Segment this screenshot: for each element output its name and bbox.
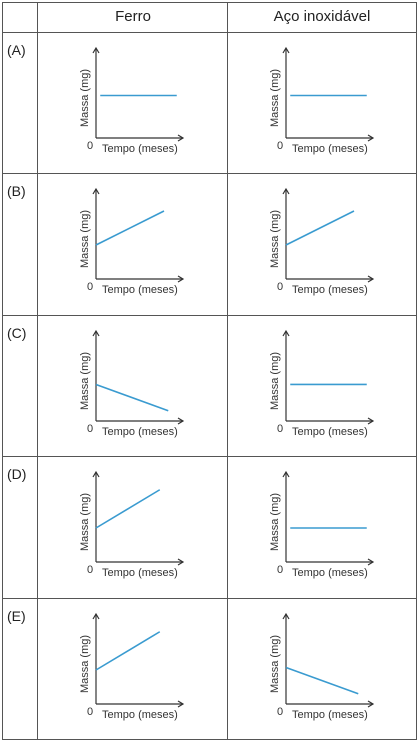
origin-label: 0 xyxy=(277,423,283,435)
plot-d-aco: Massa (mg) Tempo (meses) 0 xyxy=(269,470,375,579)
y-axis-label: Massa (mg) xyxy=(269,69,281,127)
y-axis-arrow-icon xyxy=(282,46,290,54)
row-label-c: (C) xyxy=(7,325,27,341)
series-line xyxy=(285,210,355,246)
y-axis-arrow-icon xyxy=(282,470,290,478)
y-axis-label: Massa (mg) xyxy=(79,635,91,693)
row-label-e: (E) xyxy=(7,608,26,624)
x-axis-arrow-icon xyxy=(177,700,185,708)
x-axis-arrow-icon xyxy=(177,417,185,425)
plot-d-ferro: Massa (mg) Tempo (meses) 0 xyxy=(79,470,185,579)
x-axis-arrow-icon xyxy=(367,700,375,708)
y-axis-label: Massa (mg) xyxy=(269,210,281,268)
series-line xyxy=(95,210,165,246)
x-axis-arrow-icon xyxy=(367,417,375,425)
y-axis-label: Massa (mg) xyxy=(269,635,281,693)
x-axis-label: Tempo (meses) xyxy=(102,143,178,155)
column-header-ferro: Ferro xyxy=(115,8,151,25)
x-axis-label: Tempo (meses) xyxy=(102,567,178,579)
plot-c-aco: Massa (mg) Tempo (meses) 0 xyxy=(269,329,375,438)
origin-label: 0 xyxy=(277,281,283,293)
column-header-aco: Aço inoxidável xyxy=(273,8,371,25)
y-axis-arrow-icon xyxy=(92,470,100,478)
plot-e-aco: Massa (mg) Tempo (meses) 0 xyxy=(269,612,375,721)
x-axis-arrow-icon xyxy=(367,275,375,283)
origin-label: 0 xyxy=(277,564,283,576)
y-axis-label: Massa (mg) xyxy=(269,493,281,551)
y-axis-arrow-icon xyxy=(282,329,290,337)
x-axis-label: Tempo (meses) xyxy=(292,567,368,579)
origin-label: 0 xyxy=(87,281,93,293)
x-axis-label: Tempo (meses) xyxy=(102,284,178,296)
row-label-b: (B) xyxy=(7,183,26,199)
series-line xyxy=(95,383,169,412)
plot-e-ferro: Massa (mg) Tempo (meses) 0 xyxy=(79,612,185,721)
plot-c-ferro: Massa (mg) Tempo (meses) 0 xyxy=(79,329,185,438)
x-axis-arrow-icon xyxy=(367,134,375,142)
y-axis-label: Massa (mg) xyxy=(269,352,281,410)
plot-a-ferro: Massa (mg) Tempo (meses) 0 xyxy=(79,46,185,155)
y-axis-label: Massa (mg) xyxy=(79,210,91,268)
x-axis-arrow-icon xyxy=(177,134,185,142)
x-axis-label: Tempo (meses) xyxy=(292,426,368,438)
y-axis-label: Massa (mg) xyxy=(79,352,91,410)
y-axis-arrow-icon xyxy=(92,329,100,337)
y-axis-arrow-icon xyxy=(92,612,100,620)
y-axis-arrow-icon xyxy=(282,187,290,195)
series-line xyxy=(95,489,161,529)
origin-label: 0 xyxy=(87,564,93,576)
row-label-a: (A) xyxy=(7,42,26,58)
origin-label: 0 xyxy=(277,140,283,152)
x-axis-label: Tempo (meses) xyxy=(292,284,368,296)
y-axis-label: Massa (mg) xyxy=(79,493,91,551)
series-line xyxy=(285,666,359,695)
origin-label: 0 xyxy=(277,706,283,718)
x-axis-arrow-icon xyxy=(177,558,185,566)
plot-b-aco: Massa (mg) Tempo (meses) 0 xyxy=(269,187,375,296)
y-axis-arrow-icon xyxy=(282,612,290,620)
origin-label: 0 xyxy=(87,423,93,435)
y-axis-arrow-icon xyxy=(92,46,100,54)
x-axis-label: Tempo (meses) xyxy=(102,426,178,438)
x-axis-arrow-icon xyxy=(367,558,375,566)
plot-a-aco: Massa (mg) Tempo (meses) 0 xyxy=(269,46,375,155)
x-axis-label: Tempo (meses) xyxy=(292,709,368,721)
x-axis-label: Tempo (meses) xyxy=(292,143,368,155)
x-axis-arrow-icon xyxy=(177,275,185,283)
row-label-d: (D) xyxy=(7,466,27,482)
x-axis-label: Tempo (meses) xyxy=(102,709,178,721)
origin-label: 0 xyxy=(87,140,93,152)
y-axis-label: Massa (mg) xyxy=(79,69,91,127)
plot-b-ferro: Massa (mg) Tempo (meses) 0 xyxy=(79,187,185,296)
series-line xyxy=(95,631,161,671)
y-axis-arrow-icon xyxy=(92,187,100,195)
origin-label: 0 xyxy=(87,706,93,718)
